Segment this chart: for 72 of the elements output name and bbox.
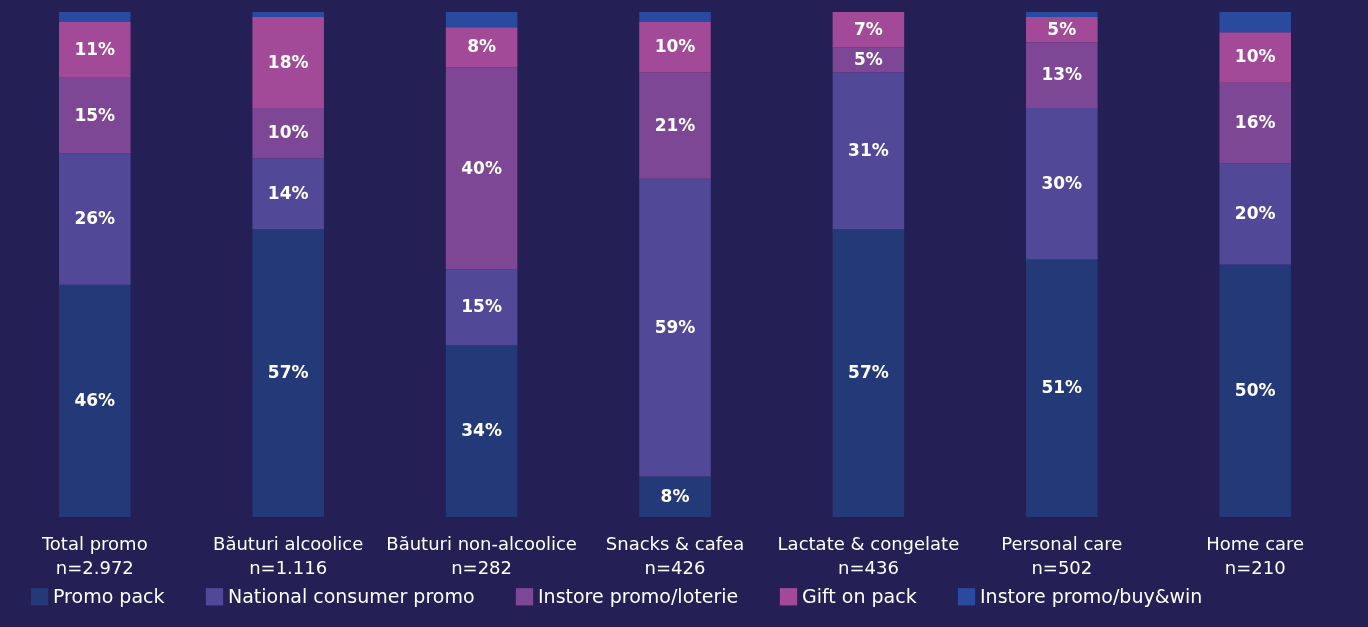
bar (252, 107, 324, 159)
data-label: 8% (660, 485, 690, 506)
bar (445, 345, 518, 517)
data-label: 15% (461, 296, 502, 317)
data-label: 40% (461, 157, 502, 178)
bar (639, 476, 711, 517)
data-label: 26% (74, 208, 116, 229)
data-label: 21% (654, 114, 696, 135)
x-tick-label: Băuturi alcoolice n=1.116 (213, 532, 364, 578)
data-label: 51% (1041, 377, 1083, 398)
data-label: 7% (853, 18, 883, 39)
bar (1026, 42, 1098, 108)
bar (445, 67, 518, 270)
bar (832, 229, 905, 517)
bar (639, 72, 711, 179)
data-label: 30% (1041, 172, 1083, 193)
data-label: 46% (74, 389, 116, 410)
x-tick-label: Snacks & cafea n=426 (605, 532, 745, 578)
bar (445, 269, 518, 346)
bar (59, 12, 131, 23)
bar (445, 27, 518, 68)
data-label: 16% (1234, 112, 1276, 133)
bar (252, 17, 324, 108)
x-tick-label: Personal care n=502 (1001, 532, 1123, 578)
x-tick-label: Total promo n=2.972 (40, 532, 148, 578)
bar (252, 158, 324, 230)
data-label: 5% (853, 48, 883, 69)
legend-label: National consumer promo (228, 584, 475, 607)
bar (59, 22, 131, 78)
x-tick-label: Băuturi non-alcoolice n=282 (386, 532, 577, 578)
data-label: 10% (267, 122, 309, 143)
data-label: 5% (1047, 18, 1077, 39)
bar (59, 153, 131, 285)
bar (59, 284, 131, 517)
bar (1219, 32, 1291, 83)
bar (639, 178, 711, 477)
data-label: 18% (267, 51, 309, 72)
bar (1026, 259, 1098, 517)
bar (252, 12, 324, 18)
bar (639, 22, 711, 73)
bar (1026, 12, 1098, 18)
legend-label: Instore promo/buy&win (980, 584, 1203, 607)
data-label: 10% (1234, 46, 1276, 67)
bar (252, 229, 324, 517)
data-label: 57% (267, 362, 309, 383)
bar (1219, 12, 1291, 33)
data-label: 57% (848, 362, 889, 383)
data-label: 10% (654, 36, 696, 57)
data-label: 8% (467, 36, 497, 57)
data-label: 59% (654, 316, 696, 337)
bar (1219, 163, 1291, 265)
x-tick-label: Lactate & congelate n=436 (777, 532, 960, 578)
bar (832, 72, 905, 230)
data-label: 31% (848, 139, 889, 160)
bar (59, 77, 131, 154)
legend-label: Gift on pack (802, 584, 917, 607)
data-label: 15% (74, 104, 116, 125)
data-label: 11% (74, 38, 116, 59)
bar (1026, 107, 1098, 260)
data-label: 50% (1234, 379, 1276, 400)
bar (1219, 264, 1291, 517)
bar (639, 12, 711, 23)
data-label: 34% (461, 420, 502, 441)
legend-label: Instore promo/loterie (538, 584, 739, 607)
legend-label: Promo pack (53, 584, 165, 607)
data-label: 20% (1234, 203, 1276, 223)
bar (832, 12, 905, 48)
data-label: 13% (1041, 64, 1083, 85)
data-label: 14% (267, 182, 309, 203)
bar (1219, 82, 1291, 164)
x-tick-label: Home care n=210 (1206, 532, 1305, 578)
bar (445, 12, 518, 28)
